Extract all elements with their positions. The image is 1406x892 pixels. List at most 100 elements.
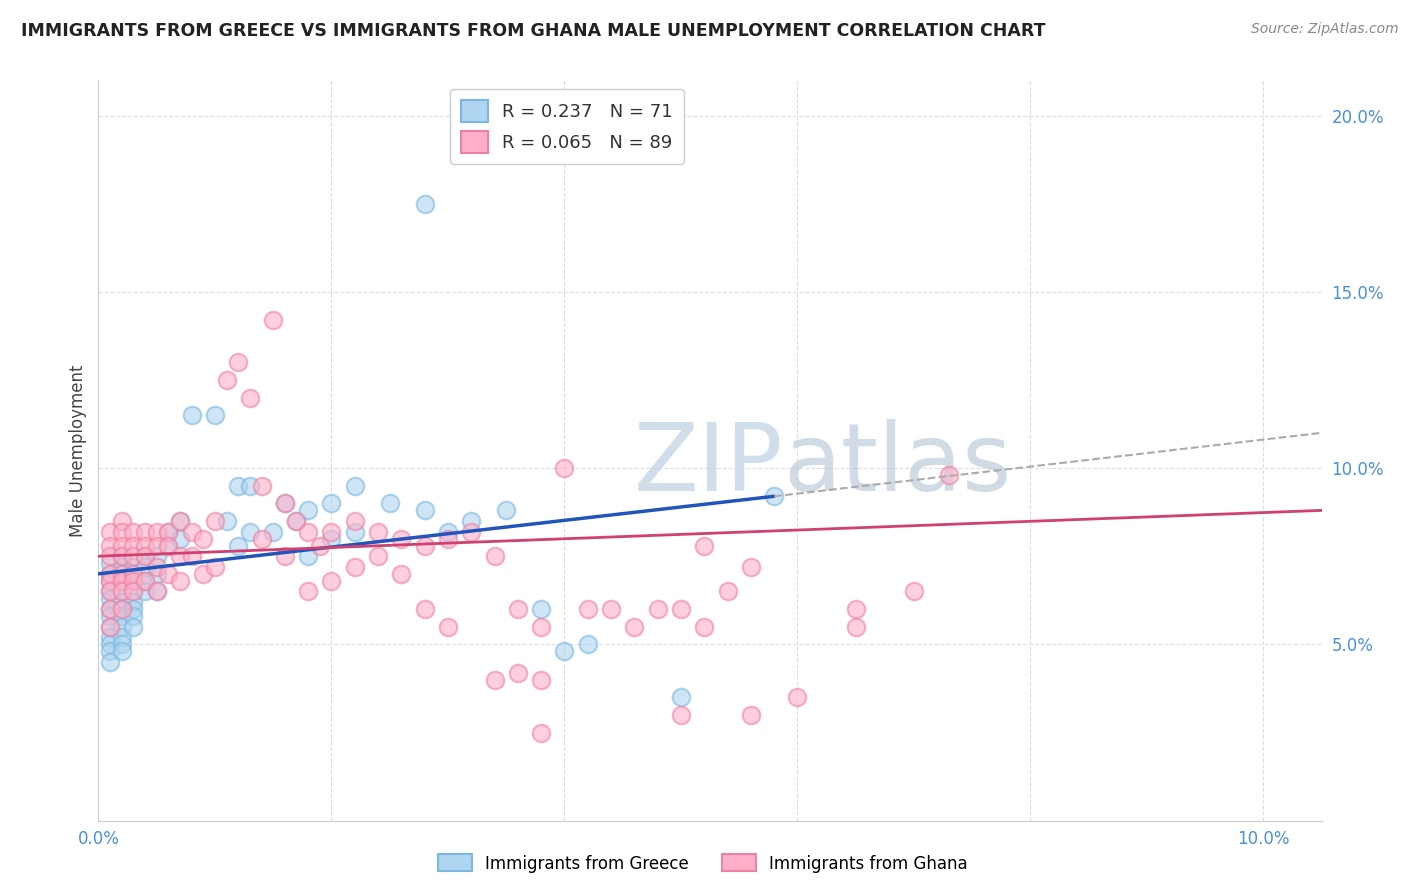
Point: [111, 584, 134, 599]
Point: [111, 574, 134, 588]
Y-axis label: Male Unemployment: Male Unemployment: [69, 364, 87, 537]
Point: [460, 514, 482, 528]
Point: [98, 574, 121, 588]
Point: [98, 556, 121, 570]
Point: [495, 503, 517, 517]
Point: [122, 620, 145, 634]
Point: [740, 707, 762, 722]
Point: [111, 514, 134, 528]
Point: [111, 566, 134, 581]
Point: [669, 690, 692, 705]
Point: [239, 479, 262, 493]
Point: [111, 609, 134, 624]
Point: [215, 373, 238, 387]
Point: [378, 496, 401, 510]
Point: [239, 391, 262, 405]
Point: [530, 673, 553, 687]
Point: [111, 637, 134, 651]
Point: [169, 574, 191, 588]
Point: [134, 559, 156, 574]
Point: [274, 496, 297, 510]
Point: [145, 584, 167, 599]
Point: [226, 479, 249, 493]
Point: [180, 408, 202, 422]
Point: [98, 644, 121, 658]
Point: [250, 532, 273, 546]
Point: [576, 602, 599, 616]
Point: [111, 602, 134, 616]
Point: [122, 584, 145, 599]
Point: [343, 514, 366, 528]
Point: [122, 566, 145, 581]
Point: [226, 539, 249, 553]
Point: [98, 566, 121, 581]
Point: [437, 532, 460, 546]
Point: [122, 574, 145, 588]
Point: [367, 549, 389, 564]
Point: [145, 524, 167, 539]
Point: [134, 539, 156, 553]
Point: [98, 620, 121, 634]
Point: [111, 549, 134, 564]
Point: [111, 559, 134, 574]
Point: [111, 549, 134, 564]
Point: [343, 524, 366, 539]
Point: [413, 503, 436, 517]
Point: [122, 566, 145, 581]
Text: atlas: atlas: [783, 419, 1012, 511]
Point: [693, 620, 716, 634]
Point: [321, 532, 343, 546]
Point: [343, 559, 366, 574]
Point: [98, 609, 121, 624]
Point: [111, 644, 134, 658]
Point: [786, 690, 808, 705]
Point: [134, 574, 156, 588]
Point: [285, 514, 308, 528]
Point: [367, 524, 389, 539]
Point: [262, 313, 284, 327]
Point: [530, 602, 553, 616]
Text: IMMIGRANTS FROM GREECE VS IMMIGRANTS FROM GHANA MALE UNEMPLOYMENT CORRELATION CH: IMMIGRANTS FROM GREECE VS IMMIGRANTS FRO…: [21, 22, 1046, 40]
Point: [274, 496, 297, 510]
Point: [111, 524, 134, 539]
Point: [169, 514, 191, 528]
Point: [98, 630, 121, 644]
Point: [239, 524, 262, 539]
Point: [484, 549, 506, 564]
Point: [98, 584, 121, 599]
Point: [204, 514, 226, 528]
Point: [157, 524, 180, 539]
Point: [845, 602, 868, 616]
Point: [506, 602, 529, 616]
Point: [437, 524, 460, 539]
Point: [297, 524, 319, 539]
Point: [460, 524, 482, 539]
Point: [111, 630, 134, 644]
Point: [98, 549, 121, 564]
Point: [716, 584, 738, 599]
Point: [250, 479, 273, 493]
Point: [122, 574, 145, 588]
Point: [297, 549, 319, 564]
Point: [145, 559, 167, 574]
Point: [845, 620, 868, 634]
Point: [285, 514, 308, 528]
Point: [669, 602, 692, 616]
Point: [98, 584, 121, 599]
Point: [204, 408, 226, 422]
Point: [506, 665, 529, 680]
Point: [600, 602, 623, 616]
Point: [308, 539, 330, 553]
Point: [157, 566, 180, 581]
Point: [193, 532, 215, 546]
Point: [145, 549, 167, 564]
Point: [111, 595, 134, 609]
Point: [740, 559, 762, 574]
Point: [437, 620, 460, 634]
Point: [530, 725, 553, 739]
Point: [576, 637, 599, 651]
Point: [122, 595, 145, 609]
Point: [157, 539, 180, 553]
Point: [413, 539, 436, 553]
Point: [938, 468, 960, 483]
